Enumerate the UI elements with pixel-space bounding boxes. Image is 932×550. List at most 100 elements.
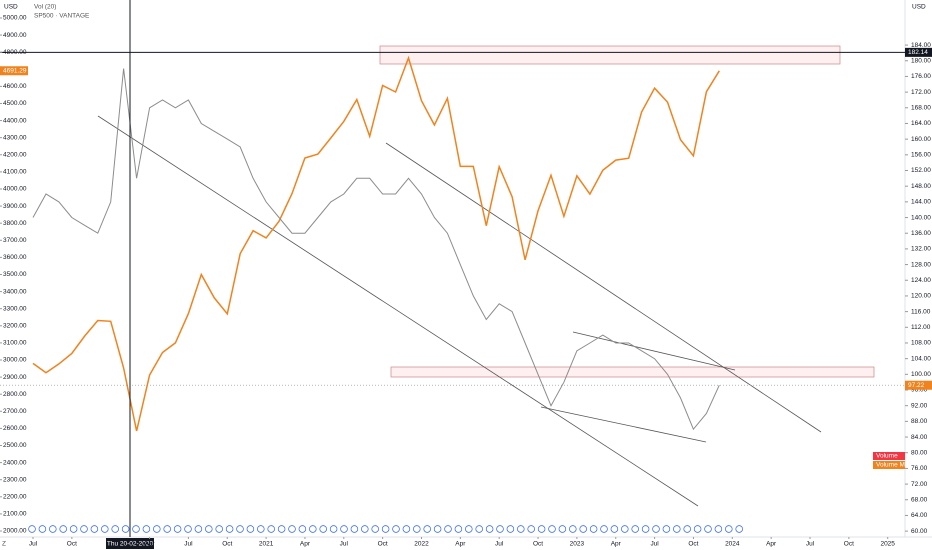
event-marker [631, 525, 639, 533]
event-marker [49, 525, 57, 533]
event-marker [132, 525, 140, 533]
event-marker [621, 525, 629, 533]
y-tick-label: 5000.00 [3, 15, 27, 22]
y-tick-label: 3400.00 [3, 288, 27, 295]
plot-area [32, 55, 720, 432]
last-value-box [905, 380, 932, 390]
y-axis-label: USD [4, 4, 18, 11]
event-marker [340, 525, 348, 533]
y2-tick-label: 144.00 [911, 199, 931, 206]
x-tick-label: Jul [650, 541, 659, 548]
event-marker [381, 525, 390, 533]
trend-line [97, 115, 699, 507]
x-tick-label: Oct [844, 541, 854, 548]
y2-tick-label: 172.00 [911, 89, 931, 96]
y2-tick-label: 116.00 [911, 308, 931, 315]
y2-tick-label: 136.00 [911, 230, 931, 237]
y-tick-label: 3600.00 [3, 254, 27, 261]
support-zone [390, 366, 875, 378]
y-tick-label: 2000.00 [3, 528, 27, 535]
y-tick-label: 3300.00 [3, 305, 27, 312]
y-tick-label: 2700.00 [3, 408, 27, 415]
y-tick-label: 3800.00 [3, 220, 27, 227]
y2-tick-label: 160.00 [911, 136, 931, 143]
x-tick-label: 2021 [259, 541, 274, 548]
y-tick-label: 3500.00 [3, 271, 27, 278]
x-tick-label: Jul [184, 541, 193, 548]
y-tick-label: 3700.00 [3, 237, 27, 244]
event-marker [589, 525, 598, 533]
resistance-zone [379, 45, 841, 65]
y2-tick-label: 148.00 [911, 183, 931, 190]
y2-tick-label: 60.00 [911, 528, 928, 535]
y-tick-label: 4600.00 [3, 83, 27, 90]
event-marker [246, 525, 255, 533]
event-marker [517, 525, 525, 533]
y2-tick-label: 64.00 [911, 512, 928, 519]
y-tick-label: 3000.00 [3, 357, 27, 364]
crosshair-price-box [905, 47, 932, 57]
event-marker [537, 525, 546, 533]
event-marker [725, 525, 733, 533]
y2-tick-label: 120.00 [911, 293, 931, 300]
event-marker [569, 525, 577, 533]
event-marker [173, 525, 182, 533]
y2-tick-label: 184.00 [911, 42, 931, 49]
y2-tick-label: 132.00 [911, 246, 931, 253]
event-marker [163, 525, 171, 533]
x-tick-label: 2022 [414, 541, 429, 548]
legend-entry: SP500 · VANTAGE [34, 13, 90, 20]
x-tick-label: Apr [455, 541, 466, 548]
y-tick-label: 4000.00 [3, 186, 27, 193]
legend-entry: Vol (20) [34, 4, 56, 11]
event-marker [392, 525, 400, 533]
event-marker [350, 525, 359, 533]
y2-tick-label: 128.00 [911, 261, 931, 268]
y-tick-label: 2300.00 [3, 476, 27, 483]
x-tick-label: Jul [340, 541, 349, 548]
y2-tick-label: 92.00 [911, 402, 928, 409]
y2-tick-label: 156.00 [911, 152, 931, 159]
volume-label: Volume [876, 453, 898, 460]
x-tick-label: Oct [222, 541, 232, 548]
y-tick-label: 3100.00 [3, 340, 27, 347]
y-tick-label: 4500.00 [3, 100, 27, 107]
event-marker [319, 525, 327, 533]
y2-axis-label: USD [912, 4, 926, 11]
y2-tick-label: 88.00 [911, 418, 928, 425]
event-marker [184, 525, 192, 533]
crosshair-date-box [106, 538, 154, 549]
y-tick-label: 2900.00 [3, 374, 27, 381]
event-marker [90, 525, 99, 533]
event-marker [506, 525, 515, 533]
x-tick-label: Apr [766, 541, 777, 548]
series-line [32, 68, 720, 431]
zoom-icon[interactable]: Z [2, 541, 6, 548]
y2-tick-label: 100.00 [911, 371, 931, 378]
y2-tick-label: 76.00 [911, 465, 928, 472]
x-tick-label: Apr [611, 541, 622, 548]
event-marker [652, 525, 660, 533]
event-marker [298, 525, 307, 533]
x-tick-label: 2024 [725, 541, 740, 548]
x-tick-label: Oct [67, 541, 77, 548]
y-tick-label: 3200.00 [3, 323, 27, 330]
event-marker [236, 525, 244, 533]
y2-tick-label: 68.00 [911, 496, 928, 503]
trend-line [540, 406, 707, 443]
crosshair-date-label: Thu 20-02-2020 [107, 541, 154, 548]
y2-tick-label: 140.00 [911, 214, 931, 221]
last-value-label: 97.22 [908, 382, 925, 389]
y-tick-label: 2800.00 [3, 391, 27, 398]
event-marker [433, 525, 442, 533]
y2-tick-label: 124.00 [911, 277, 931, 284]
event-marker [111, 525, 119, 533]
event-marker [693, 525, 702, 533]
y2-tick-label: 112.00 [911, 324, 931, 331]
x-tick-label: Jul [495, 541, 504, 548]
event-marker [579, 525, 587, 533]
event-marker [153, 525, 161, 533]
y-tick-label: 4100.00 [3, 169, 27, 176]
series-line [32, 55, 720, 432]
